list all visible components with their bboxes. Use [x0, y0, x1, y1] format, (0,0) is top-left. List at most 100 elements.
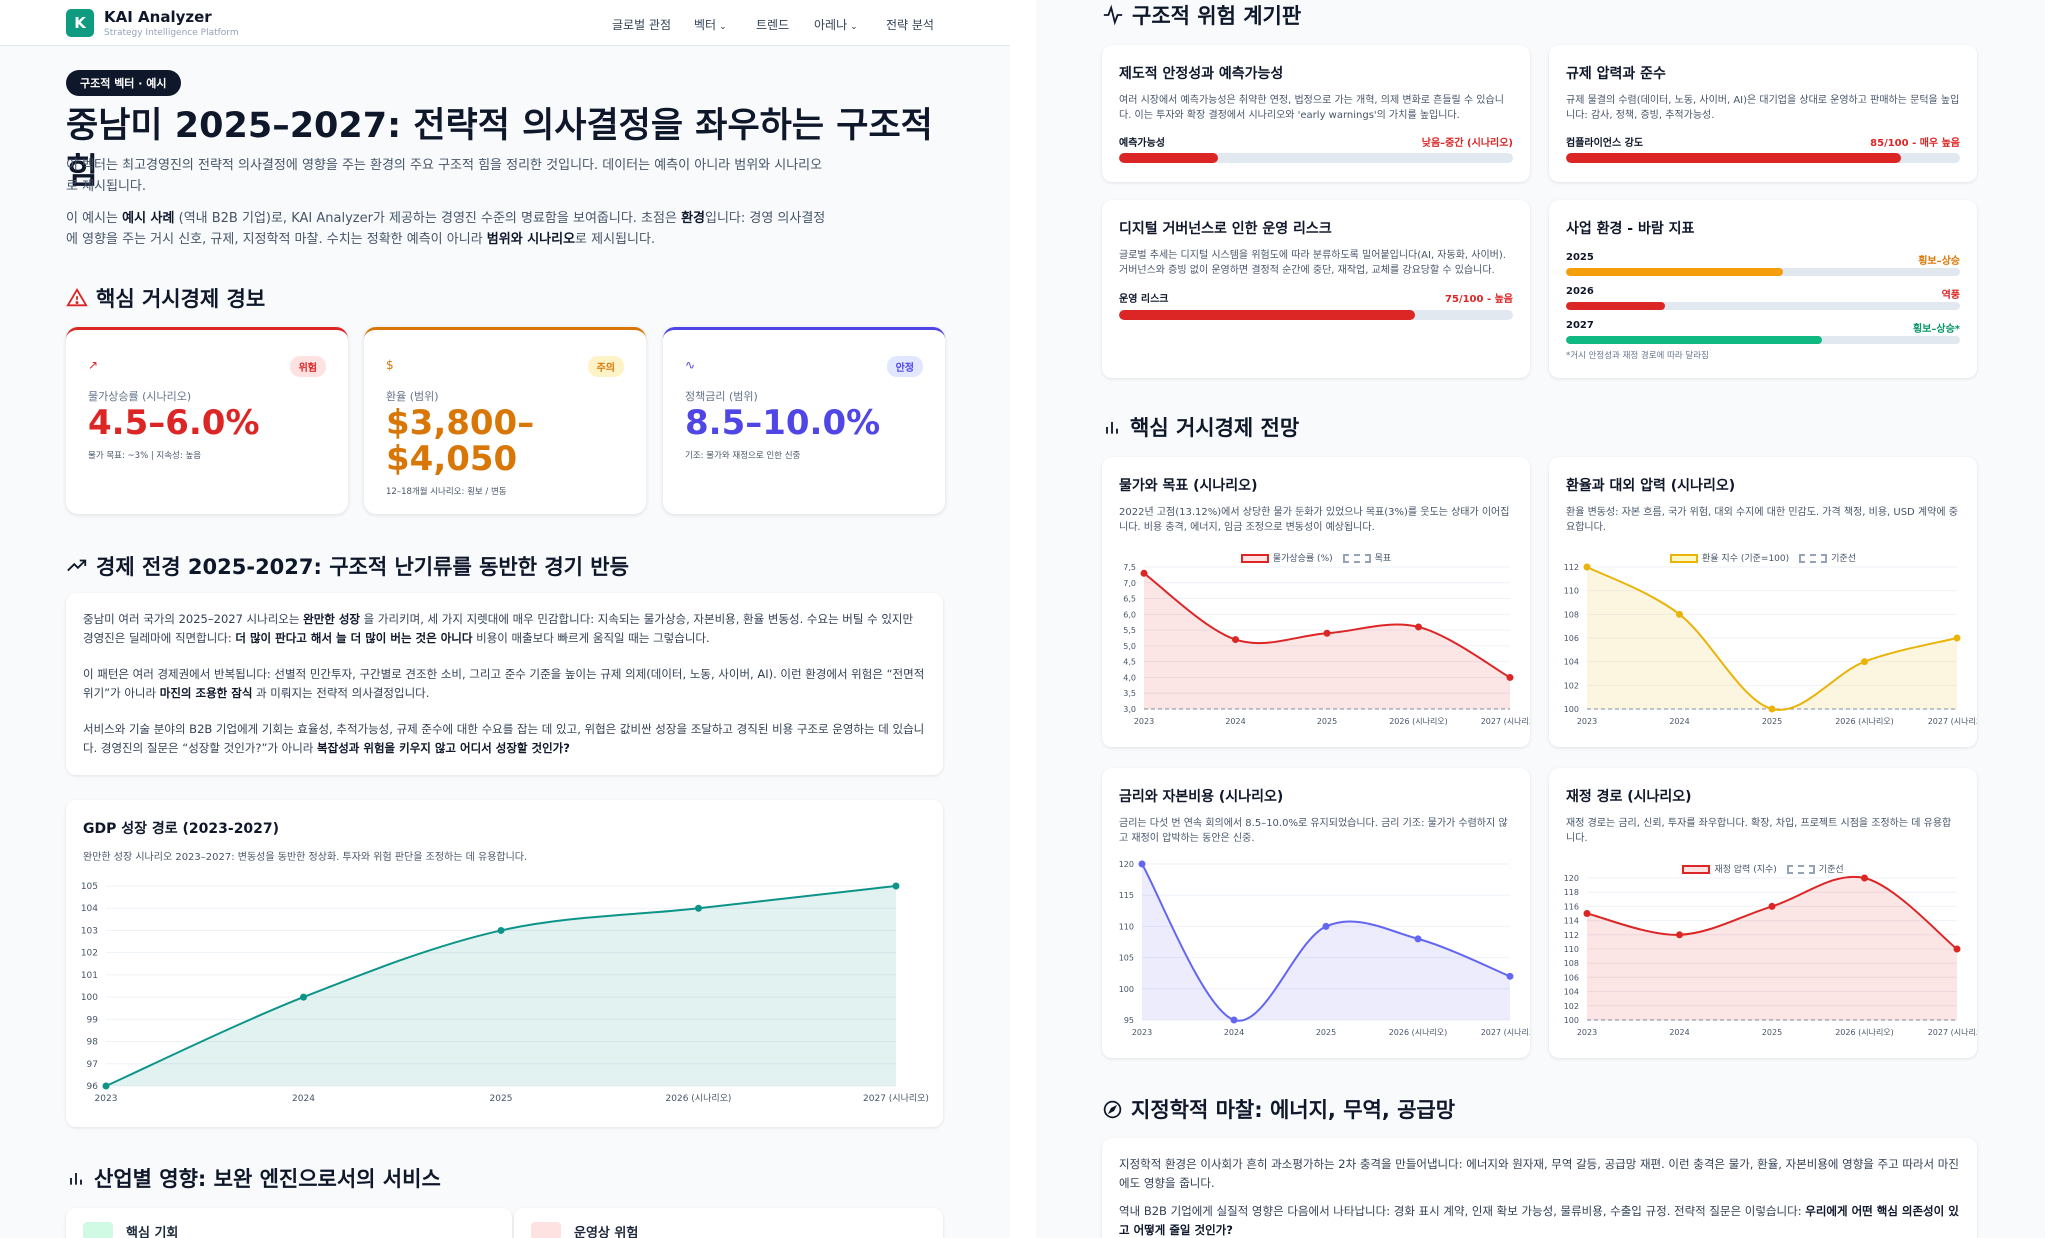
chevron-down-icon: ⌄	[719, 22, 727, 32]
y-tick-label: 104	[1564, 658, 1579, 667]
card-title: 제도적 안정성과 예측가능성	[1119, 66, 1284, 82]
y-tick-label: 102	[1564, 681, 1579, 690]
nav-global-view[interactable]: 글로벌 관점	[612, 18, 672, 32]
risk-icon	[531, 1222, 561, 1238]
right-panel: 구조적 위험 계기판 제도적 안정성과 예측가능성 여러 시장에서 예측가능성은…	[1036, 0, 2045, 1238]
data-point	[1232, 636, 1239, 644]
brand-name[interactable]: KAI Analyzer	[104, 8, 212, 26]
y-tick-label: 7,0	[1123, 579, 1136, 588]
kpi-sub: 기조: 물가와 재정으로 인한 신중	[685, 451, 801, 461]
area-fill	[1587, 876, 1957, 1020]
y-tick-label: 99	[87, 1015, 99, 1025]
card-title: 핵심 기회	[126, 1226, 179, 1238]
y-tick-label: 4,5	[1123, 658, 1136, 667]
chart-legend[interactable]: 재정 압력 (지수) 기준선	[1549, 862, 1977, 875]
kpi-card-rate: ∿ 안정 정책금리 (범위) 8.5–10.0% 기조: 물가와 재정으로 인한…	[663, 327, 945, 514]
nav-trends[interactable]: 트렌드	[756, 18, 790, 32]
data-point	[1506, 972, 1514, 980]
risk-bar-fill	[1119, 153, 1218, 163]
y-tick-label: 96	[87, 1082, 99, 1092]
y-tick-label: 100	[81, 993, 98, 1003]
risk-bar-fill	[1119, 310, 1415, 320]
data-point	[1953, 945, 1961, 953]
x-tick-label: 2026 (시나리오)	[1389, 717, 1448, 726]
card-title: 사업 환경 - 바람 지표	[1566, 221, 1695, 237]
x-tick-label: 2023	[1577, 1028, 1597, 1037]
outlook-p1: 중남미 여러 국가의 2025–2027 시나리오는 완만한 성장 을 가리키며…	[83, 612, 914, 645]
data-point	[497, 926, 505, 934]
x-tick-label: 2026 (시나리오)	[1835, 1028, 1894, 1037]
data-point	[1506, 673, 1514, 681]
nav-arena[interactable]: 아레나 ⌄	[814, 18, 858, 32]
data-point	[1768, 902, 1776, 910]
vector-badge: 구조적 벡터 · 예시	[66, 70, 181, 96]
chart-description: 환율 변동성: 자본 흐름, 국가 위험, 대외 수지에 대한 민감도. 가격 …	[1566, 507, 1958, 533]
kpi-card-fx: $ 주의 환율 (범위) $3,800–$4,050 12–18개월 시나리오:…	[364, 327, 646, 514]
kpi-sub: 12–18개월 시나리오: 횡보 / 변동	[386, 487, 507, 497]
nav-strategy-analysis[interactable]: 전략 분석	[886, 18, 934, 32]
kpi-label: 물가상승률 (시나리오)	[88, 390, 192, 403]
rates-chart: 95 100 105 110 115 120 2023 2024 2025 2026 (시나리오)…	[1119, 860, 1530, 1037]
chart-legend[interactable]: 물가상승률 (%) 목표	[1102, 551, 1530, 564]
dollar-icon: $	[386, 358, 394, 372]
risk-bar-track	[1119, 310, 1513, 320]
x-tick-label: 2027 (시나리오)	[1928, 1028, 1977, 1037]
wind-bar-track	[1566, 268, 1960, 276]
area-fill	[106, 886, 896, 1086]
wind-bar-fill	[1566, 336, 1823, 344]
y-tick-label: 104	[81, 904, 98, 914]
logo-icon[interactable]: K	[66, 9, 94, 37]
y-tick-label: 4,0	[1123, 673, 1136, 682]
card-description: 글로벌 추세는 디지털 시스템을 위험도에 따라 분류하도록 밀어붙입니다(AI…	[1119, 250, 1506, 276]
y-tick-label: 106	[1564, 634, 1579, 643]
data-point	[695, 904, 702, 912]
x-tick-label: 2025	[1762, 1028, 1782, 1037]
geopolitics-card: 지정학적 환경은 이사회가 흔히 과소평가하는 2차 충격을 만들어냅니다: 에…	[1102, 1138, 1977, 1238]
outlook-p3: 서비스와 기술 분야의 B2B 기업에게 기회는 효율성, 추적가능성, 규제 …	[83, 722, 925, 755]
kpi-sub: 물가 목표: ~3% | 지속성: 높음	[88, 451, 202, 461]
y-tick-label: 3,5	[1123, 689, 1136, 698]
data-point	[1414, 935, 1422, 943]
data-point	[1861, 874, 1868, 882]
risk-card-institutional: 제도적 안정성과 예측가능성 여러 시장에서 예측가능성은 취약한 연정, 법정…	[1102, 45, 1530, 182]
chevron-down-icon: ⌄	[850, 22, 858, 32]
y-tick-label: 110	[1564, 587, 1579, 596]
industry-risk-card: 운영상 위험	[514, 1208, 943, 1238]
y-tick-label: 6,5	[1123, 595, 1136, 604]
kpi-value: $3,800–$4,050	[386, 403, 535, 479]
wind-year: 2026	[1566, 286, 1594, 297]
kpi-value: 8.5–10.0%	[685, 403, 881, 443]
x-tick-label: 2023	[95, 1094, 118, 1104]
outlook-text-card: 중남미 여러 국가의 2025–2027 시나리오는 완만한 성장 을 가리키며…	[66, 593, 943, 775]
fiscal-chart-card: 재정 경로 (시나리오) 재정 경로는 금리, 신뢰, 투자를 좌우합니다. 확…	[1549, 768, 1977, 1058]
data-point	[1583, 563, 1591, 571]
area-fill	[1587, 567, 1957, 710]
x-tick-label: 2027 (시나리오)	[1481, 1028, 1530, 1037]
risk-card-business-wind: 사업 환경 - 바람 지표 2025 횡보–상승 2026 역풍 2027 횡보…	[1549, 200, 1977, 378]
x-tick-label: 2024	[1224, 1028, 1244, 1037]
y-tick-label: 102	[81, 949, 98, 959]
chart-title: 재정 경로 (시나리오)	[1566, 789, 1692, 805]
x-tick-label: 2023	[1134, 717, 1154, 726]
pulse-icon: ∿	[685, 358, 696, 372]
wind-bar-track	[1566, 302, 1960, 310]
y-tick-label: 6,0	[1123, 610, 1136, 619]
data-point	[1676, 610, 1683, 618]
fx-chart-card: 환율과 대외 압력 (시나리오) 환율 변동성: 자본 흐름, 국가 위험, 대…	[1549, 457, 1977, 747]
wind-value: 횡보–상승	[1918, 256, 1960, 267]
fiscal-chart: 100 102 104 106 108 110 112 114 116 118 120 2023 202…	[1564, 874, 1977, 1037]
y-tick-label: 120	[1564, 874, 1579, 883]
data-point	[1953, 634, 1961, 642]
risk-card-regulatory: 규제 압력과 준수 규제 물결의 수렴(데이터, 노동, 사이버, AI)은 대…	[1549, 45, 1977, 182]
y-tick-label: 114	[1564, 917, 1579, 926]
x-tick-label: 2027 (시나리오)	[863, 1093, 929, 1104]
kpi-label: 환율 (범위)	[386, 390, 439, 403]
card-title: 디지털 거버넌스로 인한 운영 리스크	[1119, 221, 1332, 237]
chart-legend[interactable]: 환율 지수 (기준=100) 기준선	[1549, 551, 1977, 564]
chart-description: 완만한 성장 시나리오 2023–2027: 변동성을 동반한 정상화. 투자와…	[83, 852, 528, 863]
bar-chart-icon	[70, 1173, 82, 1185]
wind-bar-track	[1566, 336, 1960, 344]
x-tick-label: 2025	[1316, 1028, 1336, 1037]
nav-vector[interactable]: 벡터 ⌄	[694, 18, 727, 32]
bar-chart-icon	[1106, 422, 1118, 434]
